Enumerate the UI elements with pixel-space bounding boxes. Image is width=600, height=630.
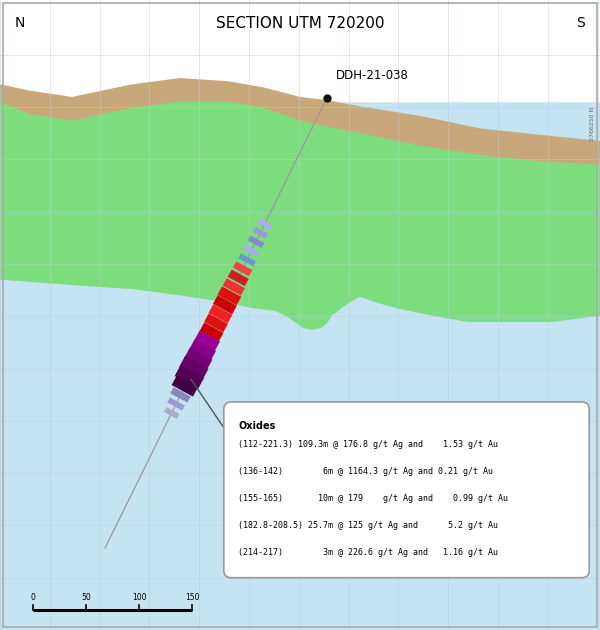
Text: S: S bbox=[576, 16, 585, 30]
Text: Oxides: Oxides bbox=[238, 421, 275, 431]
Text: (182.8-208.5) 25.7m @ 125 g/t Ag and      5.2 g/t Au: (182.8-208.5) 25.7m @ 125 g/t Ag and 5.2… bbox=[238, 521, 498, 530]
Text: (214-217)        3m @ 226.6 g/t Ag and   1.16 g/t Au: (214-217) 3m @ 226.6 g/t Ag and 1.16 g/t… bbox=[238, 548, 498, 557]
Text: (155-165)       10m @ 179    g/t Ag and    0.99 g/t Au: (155-165) 10m @ 179 g/t Ag and 0.99 g/t … bbox=[238, 494, 508, 503]
Text: DDH-21-038: DDH-21-038 bbox=[336, 69, 409, 82]
Polygon shape bbox=[0, 101, 600, 343]
Text: 150: 150 bbox=[185, 593, 199, 602]
Text: 0: 0 bbox=[31, 593, 35, 602]
Text: (112-221.3) 109.3m @ 176.8 g/t Ag and    1.53 g/t Au: (112-221.3) 109.3m @ 176.8 g/t Ag and 1.… bbox=[238, 440, 498, 449]
Text: 3766250 N: 3766250 N bbox=[590, 107, 595, 141]
Polygon shape bbox=[0, 79, 600, 164]
Text: N: N bbox=[15, 16, 25, 30]
Text: 50: 50 bbox=[81, 593, 91, 602]
Polygon shape bbox=[0, 280, 600, 630]
Text: SECTION UTM 720200: SECTION UTM 720200 bbox=[216, 16, 384, 31]
Text: (136-142)        6m @ 1164.3 g/t Ag and 0.21 g/t Au: (136-142) 6m @ 1164.3 g/t Ag and 0.21 g/… bbox=[238, 467, 493, 476]
Text: 100: 100 bbox=[132, 593, 146, 602]
FancyBboxPatch shape bbox=[224, 402, 589, 578]
Bar bbox=[0, 0, 600, 101]
